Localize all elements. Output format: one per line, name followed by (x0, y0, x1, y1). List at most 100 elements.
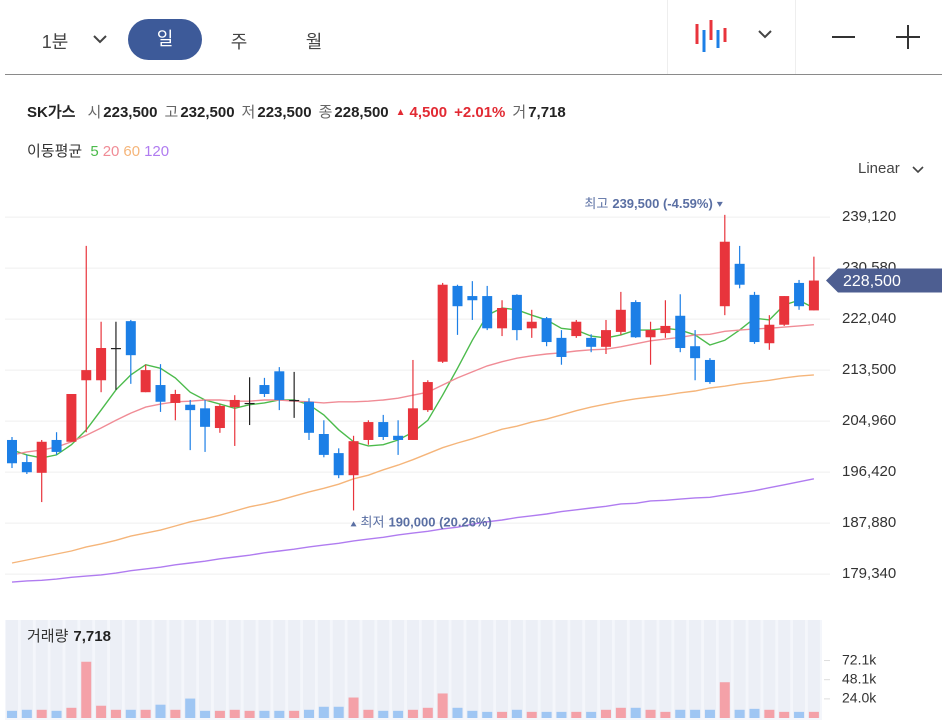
candle-body (690, 346, 701, 359)
volume-band (332, 620, 345, 718)
volume-bar (66, 707, 77, 718)
volume-bar (630, 707, 641, 718)
change: 4,500 (396, 104, 448, 121)
volume-bar (749, 708, 760, 718)
candle-body (407, 408, 418, 440)
volume-band (184, 620, 197, 718)
candle-body (675, 315, 686, 349)
candle-body (274, 371, 285, 400)
volume-bar (541, 711, 552, 718)
field-value: 232,500 (180, 104, 235, 121)
candle-body (81, 370, 92, 381)
scale-dropdown-icon[interactable] (912, 166, 924, 174)
volume-band (6, 620, 18, 718)
candle-body (51, 439, 62, 452)
volume-band (570, 620, 583, 718)
y-tick-label: 204,960 (842, 412, 896, 429)
annotation-marker (350, 521, 357, 527)
volume-bar (422, 707, 433, 718)
annotation-value: 190,000 (20.26%) (388, 515, 491, 530)
y-tick-label: 239,120 (842, 208, 896, 225)
candle-body (214, 405, 225, 429)
candle-body (289, 399, 300, 402)
candle-body (601, 330, 611, 347)
candle-body (808, 280, 819, 311)
field-value: 228,500 (334, 104, 389, 121)
zoom-in-button[interactable] (896, 25, 920, 49)
field-value: 7,718 (528, 104, 566, 121)
candle-body (660, 325, 671, 334)
y-tick-label: 213,500 (842, 361, 896, 378)
chart-type-icon[interactable] (695, 20, 727, 52)
candle-body (348, 441, 359, 476)
volume-band (644, 620, 657, 718)
volume-bar (690, 709, 701, 718)
volume-band (807, 620, 820, 718)
volume-band (481, 620, 494, 718)
volume-band (20, 620, 33, 718)
volume-bar (21, 709, 32, 718)
volume-band (763, 620, 776, 718)
legend-entry: 20 (102, 143, 120, 160)
candle-body (110, 348, 121, 350)
volume-bar (36, 709, 47, 718)
field-value: 223,500 (257, 104, 312, 121)
volume-bar (7, 710, 17, 718)
volume-bar (779, 711, 790, 718)
volume-bar (274, 710, 285, 718)
candle-body (541, 318, 552, 343)
candle-body (155, 385, 166, 402)
candle-body (764, 324, 775, 344)
interval-1m[interactable]: 1분 (41, 32, 69, 52)
interval-month[interactable]: 월 (305, 32, 323, 52)
volume-bar (660, 711, 671, 718)
volume-band (421, 620, 434, 718)
candle-body (571, 321, 582, 337)
volume-band (466, 620, 479, 718)
volume-bar (125, 709, 136, 718)
volume-tick-label: 24.0k (842, 690, 877, 706)
candle-body (704, 359, 715, 383)
volume-band (35, 620, 48, 718)
volume-band (510, 620, 523, 718)
interval-day[interactable]: 일 (128, 19, 202, 60)
change-pct: +2.01% (454, 104, 506, 121)
volume-bar (586, 711, 597, 718)
volume-band (347, 620, 360, 718)
volume-bar (244, 710, 255, 718)
volume-band (109, 620, 122, 718)
volume-band (243, 620, 256, 718)
volume-last: 7,718 (73, 628, 111, 645)
chart-type-dropdown-icon[interactable] (758, 30, 772, 39)
annotation: 최고 239,500 (-4.59%) (584, 196, 712, 211)
candle-body (511, 294, 522, 331)
price-tag-label: 228,500 (843, 273, 901, 290)
volume-bar (808, 711, 819, 718)
ma-line (11, 374, 814, 564)
candle-body (21, 462, 32, 473)
volume-bar (482, 711, 493, 718)
annotation-value: 239,500 (-4.59%) (612, 196, 712, 211)
candle-body (244, 402, 255, 405)
volume-band (600, 620, 612, 718)
scale-selector[interactable]: Linear (858, 160, 900, 177)
candle-body (437, 284, 448, 362)
interval-dropdown-icon[interactable] (93, 35, 107, 44)
annotation-marker (716, 201, 723, 207)
field-label: 거 (512, 104, 527, 121)
candle-body (363, 422, 374, 440)
volume-bar (497, 711, 508, 718)
interval-week[interactable]: 주 (230, 32, 248, 52)
volume-bar (96, 705, 107, 718)
volume-bar (645, 709, 656, 718)
volume-bar (259, 710, 270, 718)
volume-bar (110, 709, 121, 718)
volume-bar (378, 710, 389, 718)
volume-band (793, 620, 806, 718)
volume-band (748, 620, 761, 718)
volume-band (95, 620, 108, 718)
volume-band (659, 620, 672, 718)
candle-body (125, 321, 136, 356)
volume-band (585, 620, 598, 718)
ma-line (11, 478, 815, 583)
